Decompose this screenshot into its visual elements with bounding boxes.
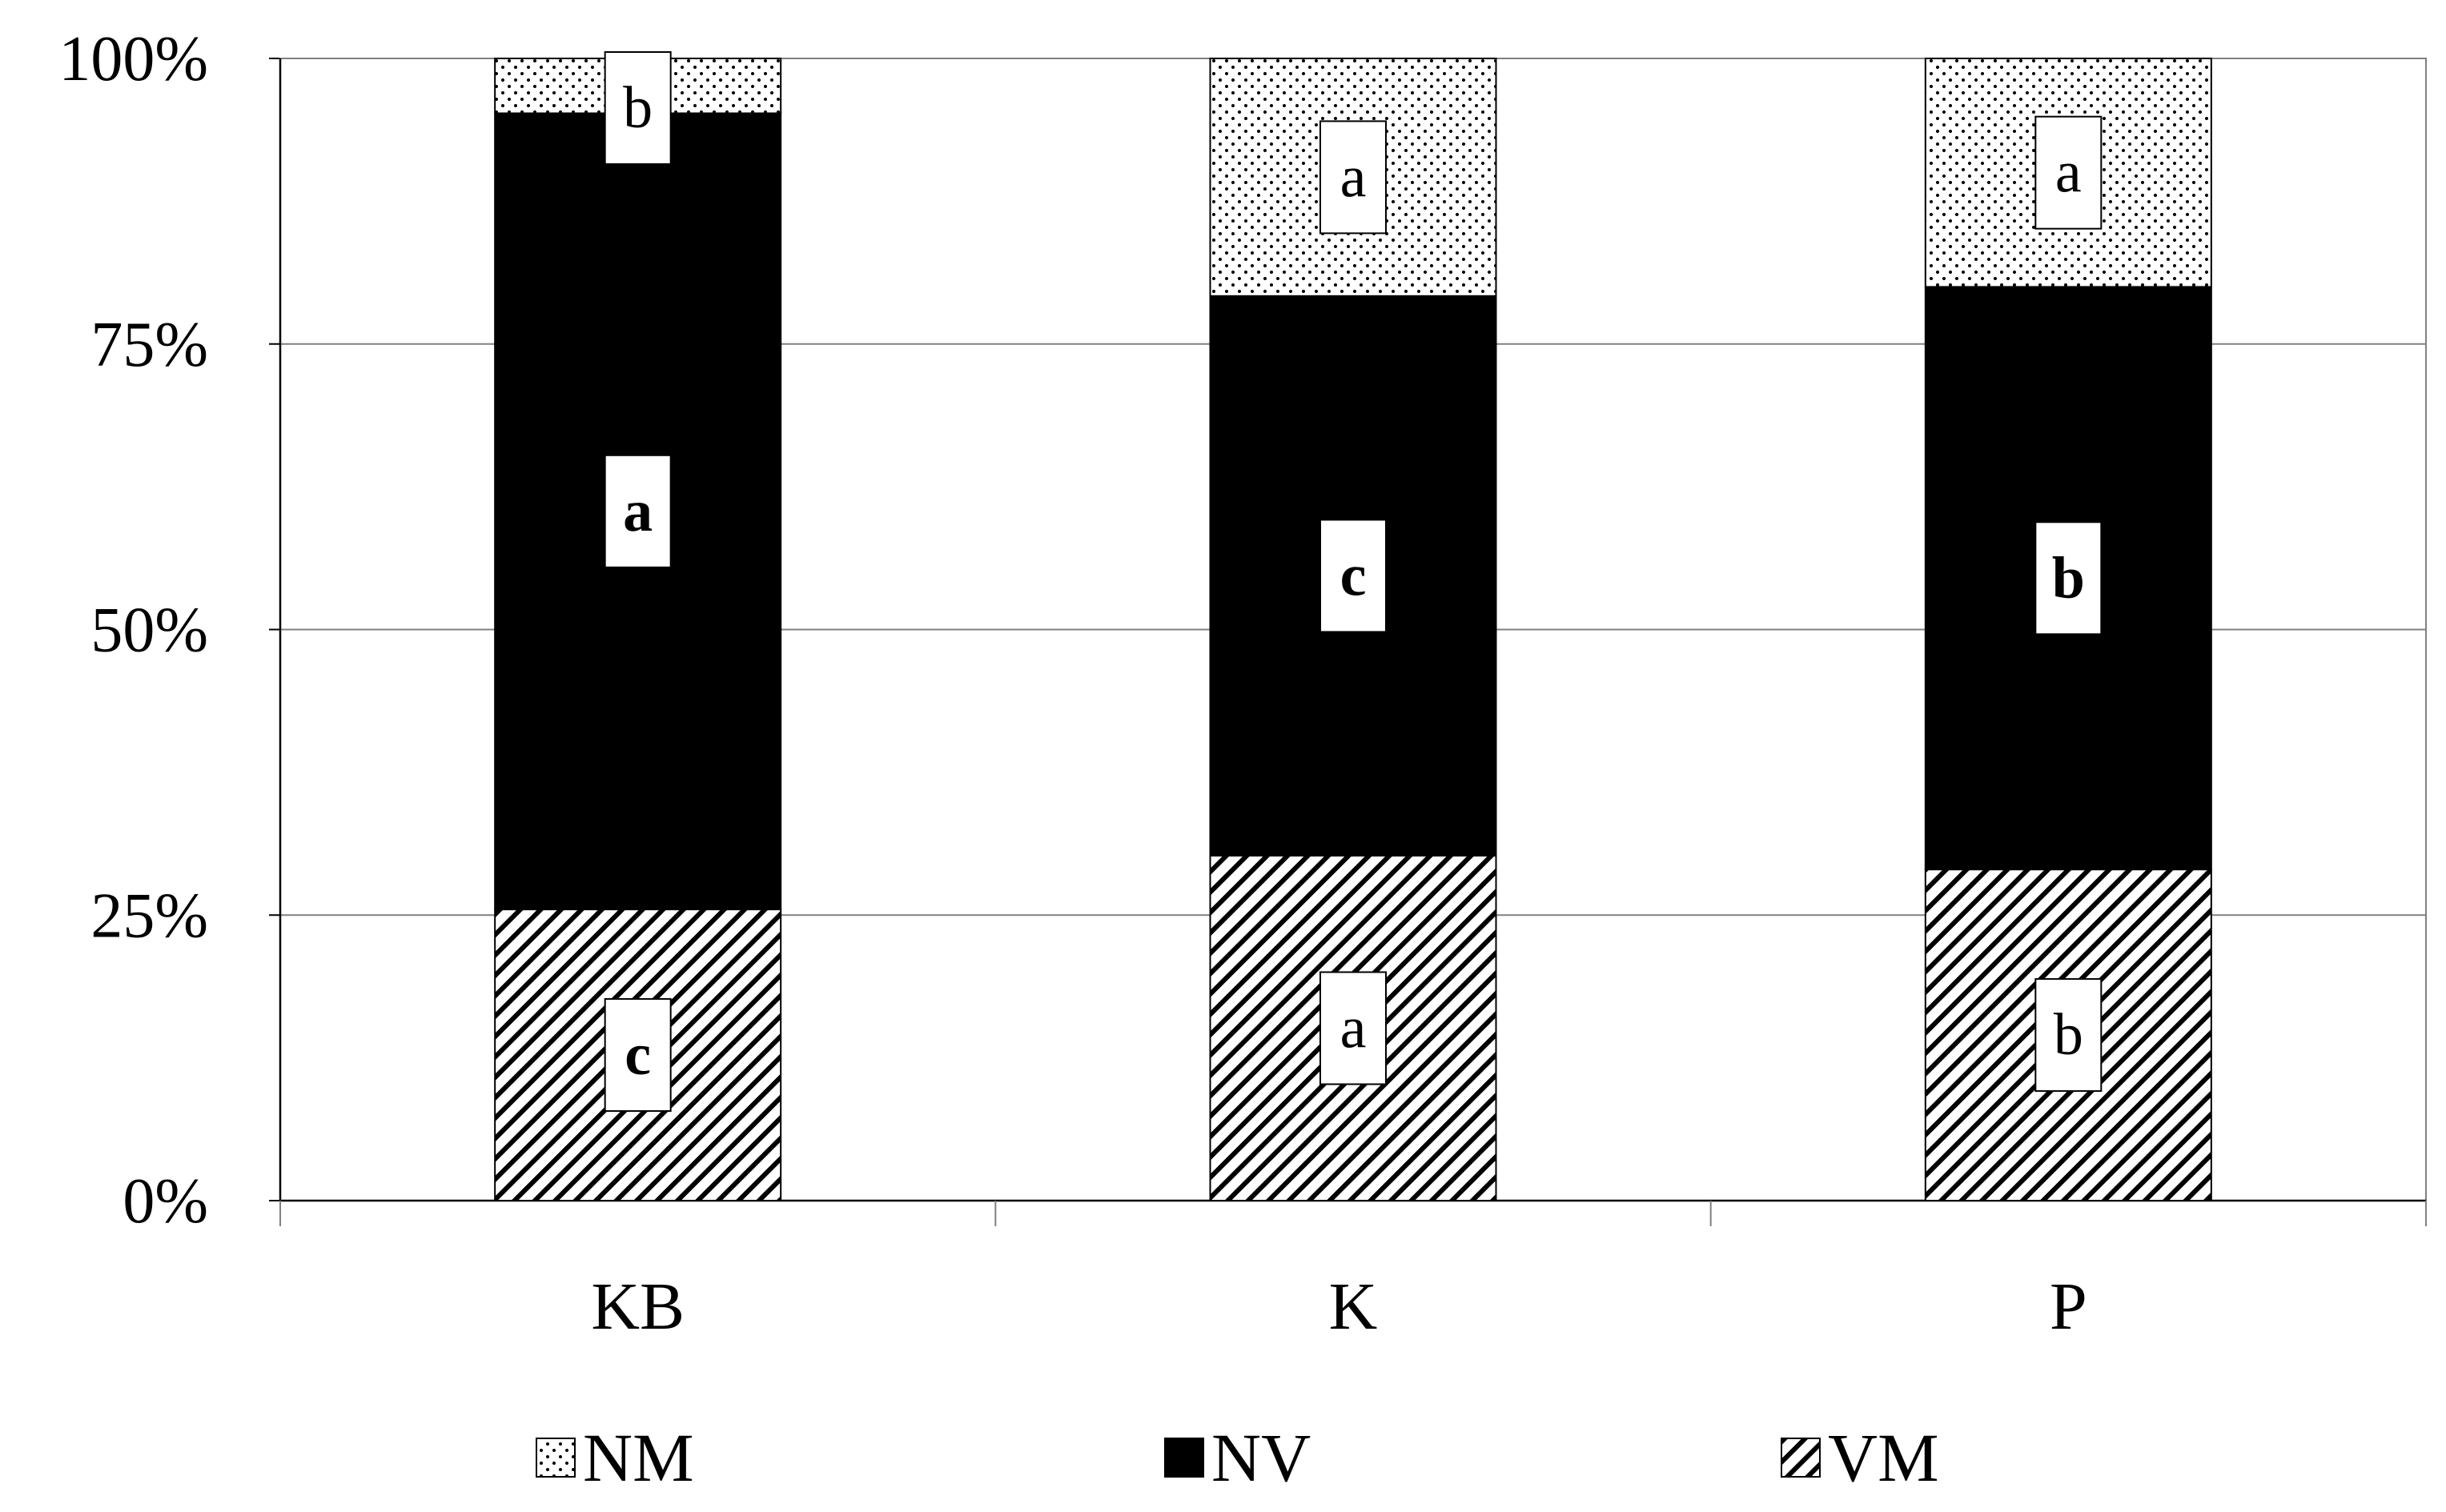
x-category-label: P <box>2050 1269 2087 1344</box>
significance-box <box>1319 120 1387 235</box>
significance-letter: a <box>1340 996 1367 1061</box>
tick-labels: 0% 25% 50% 75% 100% KB K P <box>58 24 2087 1344</box>
significance-letter: a <box>2055 140 2082 206</box>
significance-letter: a <box>623 479 653 544</box>
significance-letter: b <box>623 75 653 141</box>
significance-letter: b <box>2052 545 2085 611</box>
legend-swatch-nv <box>1164 1438 1204 1478</box>
legend-swatch-nm <box>536 1438 576 1478</box>
y-tick-label: 50% <box>90 596 208 666</box>
significance-box <box>604 454 672 568</box>
x-category-label: KB <box>591 1269 685 1344</box>
significance-box <box>1319 519 1387 633</box>
significance-box <box>1319 971 1387 1085</box>
significance-box <box>2034 521 2103 636</box>
legend-label-nv: NV <box>1211 1419 1311 1496</box>
significance-box <box>2034 978 2103 1093</box>
significance-box <box>604 51 672 165</box>
legend-swatch-vm <box>1781 1438 1821 1478</box>
y-tick-label: 75% <box>90 310 208 380</box>
legend-label-vm: VM <box>1828 1419 1939 1496</box>
legend-label-nm: NM <box>583 1419 694 1496</box>
significance-letter: b <box>2054 1002 2083 1068</box>
y-tick-label: 100% <box>58 24 208 94</box>
significance-box <box>604 998 672 1113</box>
legend: NM NV VM <box>536 1419 1939 1496</box>
significance-letter: c <box>1340 543 1367 608</box>
y-tick-label: 0% <box>123 1166 208 1237</box>
y-tick-label: 25% <box>90 880 208 951</box>
x-category-label: K <box>1329 1269 1378 1344</box>
significance-box <box>2034 115 2103 230</box>
significance-letter: c <box>625 1022 651 1088</box>
significance-labels: c a b a c a b b a <box>604 51 2103 1113</box>
significance-letter: a <box>1340 144 1367 210</box>
